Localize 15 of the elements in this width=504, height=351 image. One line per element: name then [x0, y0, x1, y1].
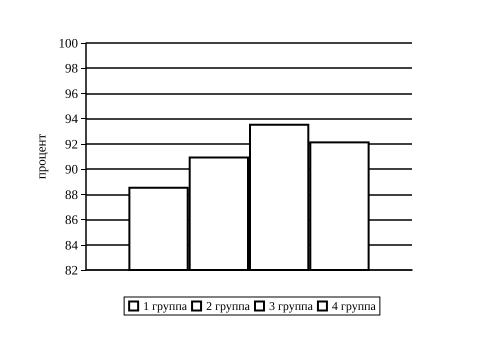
legend-label: 2 группа — [206, 299, 251, 313]
y-tick-label: 90 — [65, 162, 78, 177]
y-tick-label: 100 — [58, 36, 78, 50]
y-tick-label: 94 — [65, 111, 78, 126]
y-axis-title: процент — [34, 134, 49, 180]
y-tick-label: 98 — [65, 60, 78, 76]
legend-label: 4 группа — [332, 299, 377, 313]
y-tick-label: 92 — [65, 136, 78, 152]
y-tick-label: 96 — [65, 86, 78, 101]
y-tick-label: 82 — [65, 262, 78, 278]
legend-label: 1 группа — [143, 299, 188, 313]
legend-label: 3 группа — [269, 299, 314, 313]
y-tick-label: 84 — [65, 237, 78, 252]
y-tick-label: 86 — [65, 212, 78, 228]
y-tick-label: 88 — [65, 186, 78, 202]
